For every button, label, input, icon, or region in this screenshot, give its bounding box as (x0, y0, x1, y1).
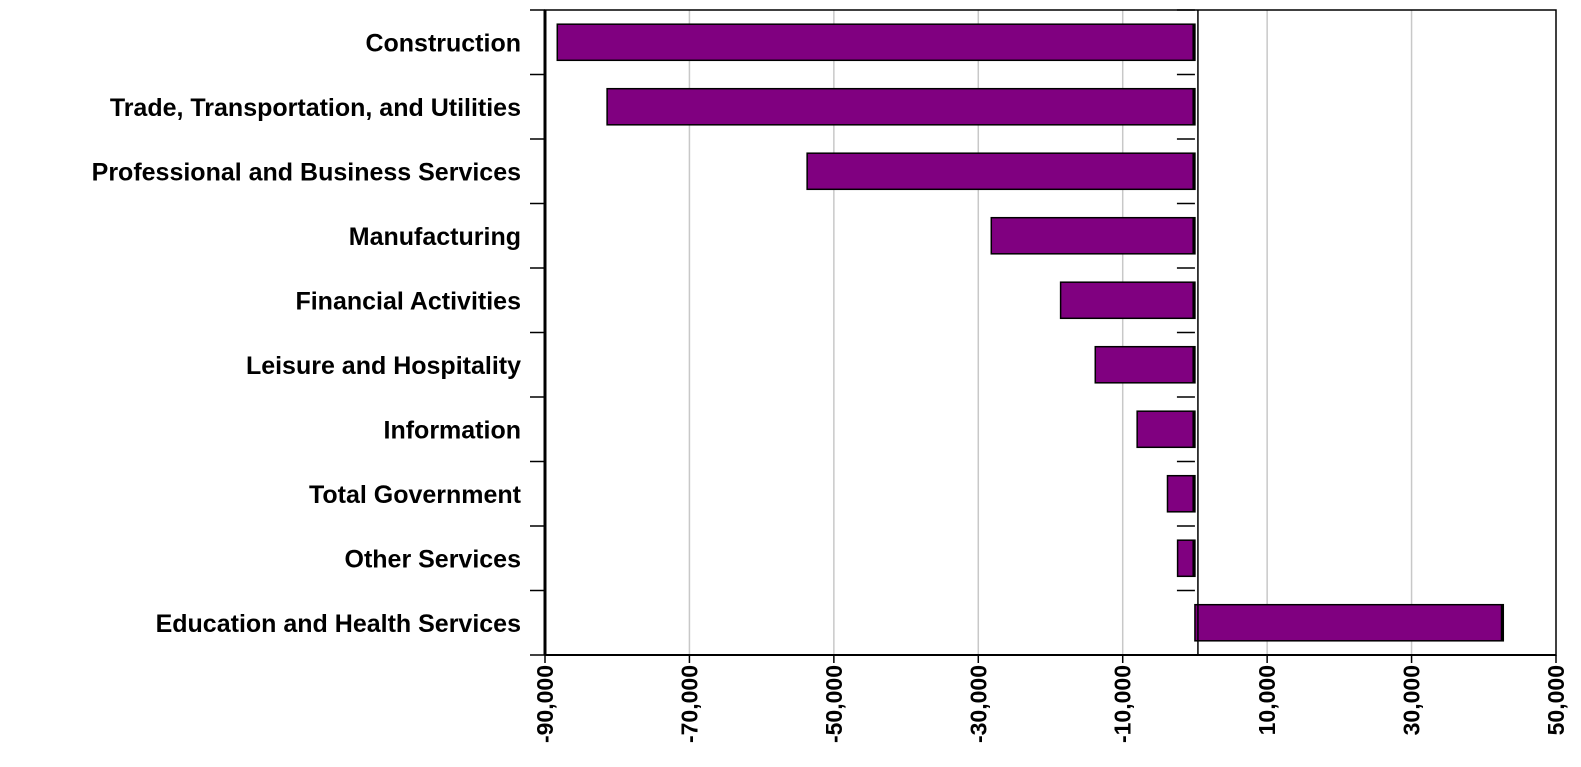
y-axis-ticks (530, 9, 1195, 656)
category-label: Manufacturing (349, 223, 521, 251)
x-tick-label: -70,000 (676, 665, 702, 743)
x-axis-tick-labels: -90,000 -70,000 -50,000 -30,000 -10,000 10,00… (532, 665, 1569, 743)
category-label: Construction (365, 29, 521, 57)
bar (1194, 603, 1505, 642)
bars (556, 23, 1505, 642)
bar (1136, 410, 1196, 449)
category-label: Trade, Transportation, and Utilities (110, 94, 521, 122)
category-label: Professional and Business Services (92, 158, 521, 186)
bar (556, 23, 1196, 62)
bar (1094, 345, 1196, 384)
bar (806, 152, 1196, 191)
x-axis-ticks (544, 655, 1557, 663)
bar (606, 87, 1196, 126)
bar (1176, 539, 1196, 578)
x-tick-label: -50,000 (821, 665, 847, 743)
x-tick-label: -10,000 (1110, 665, 1136, 743)
category-label: Education and Health Services (156, 610, 521, 638)
x-tick-label: -30,000 (965, 665, 991, 743)
bar (1166, 474, 1196, 513)
category-label: Financial Activities (295, 287, 521, 315)
category-label: Leisure and Hospitality (246, 352, 521, 380)
category-label: Other Services (345, 545, 522, 573)
category-label: Information (384, 416, 522, 444)
category-label: Total Government (309, 481, 522, 509)
x-tick-label: -90,000 (532, 665, 558, 743)
x-tick-label: 30,000 (1399, 665, 1425, 735)
x-tick-label: 50,000 (1543, 665, 1569, 735)
bar (1059, 281, 1196, 320)
x-tick-label: 10,000 (1254, 665, 1280, 735)
category-labels: Construction Trade, Transportation, and U… (92, 29, 522, 638)
bar (990, 216, 1196, 255)
